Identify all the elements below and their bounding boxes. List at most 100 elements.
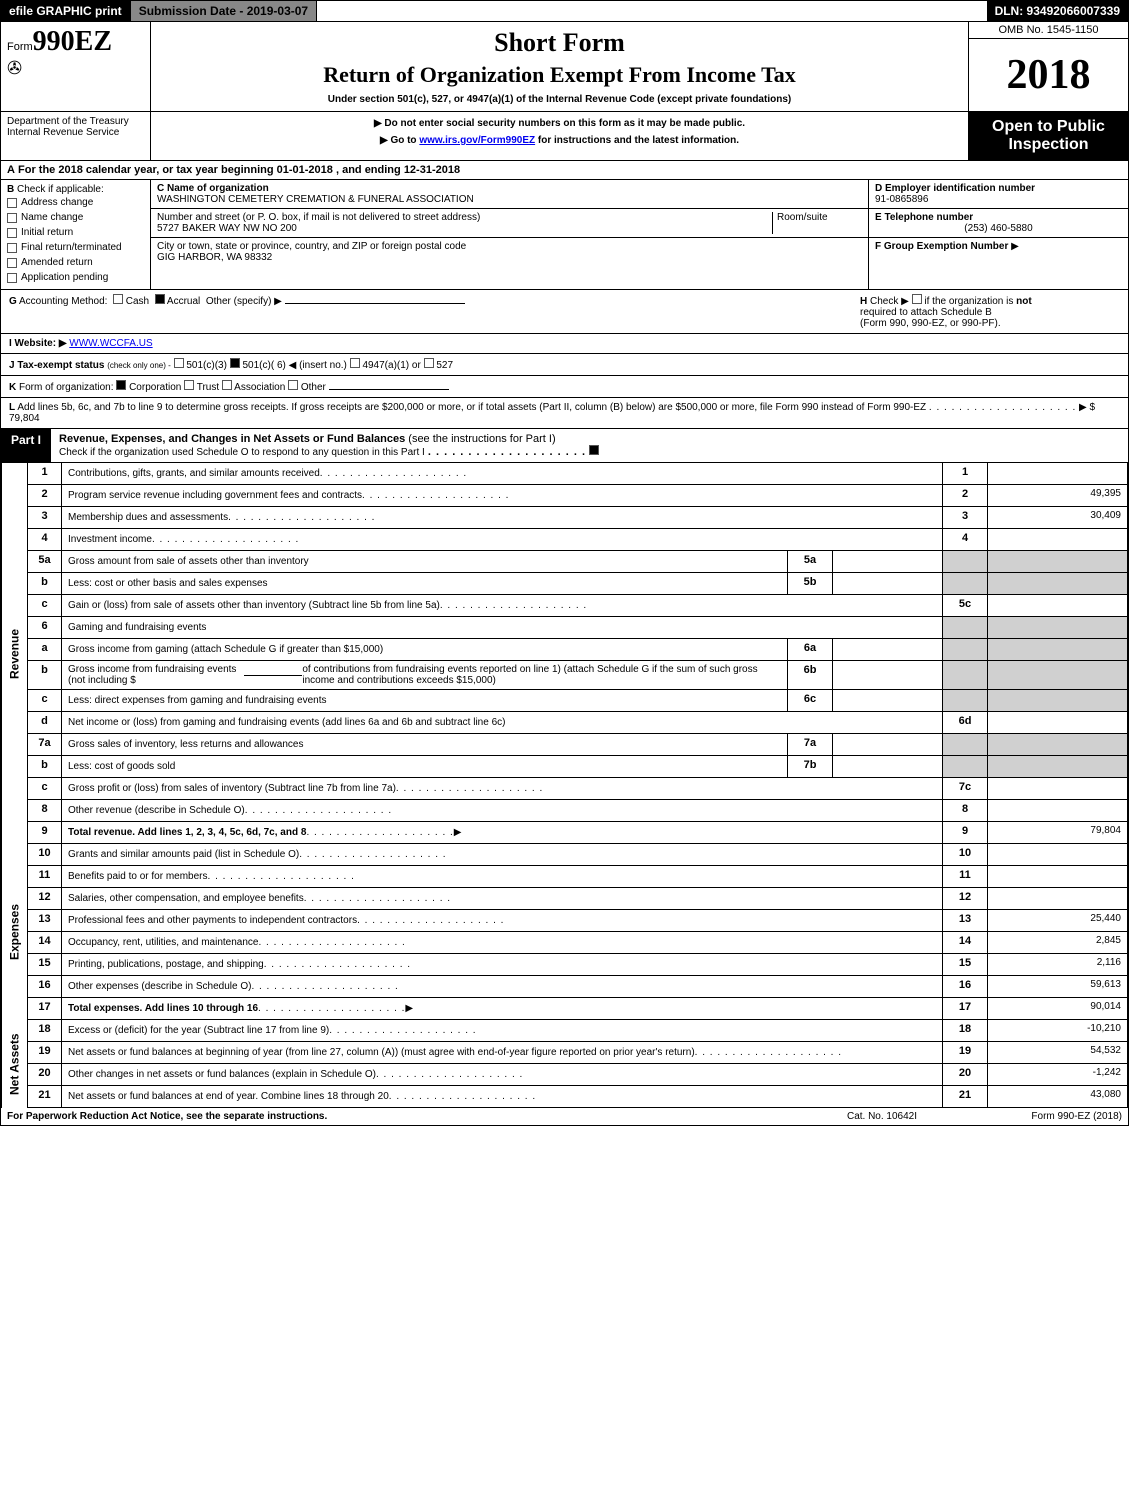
efile-print-button[interactable]: efile GRAPHIC print: [1, 1, 130, 21]
checkbox-icon[interactable]: [184, 380, 194, 390]
row-l-text: Add lines 5b, 6c, and 7b to line 9 to de…: [17, 402, 926, 413]
line-19: 19Net assets or fund balances at beginni…: [27, 1042, 1128, 1064]
line-16: 16Other expenses (describe in Schedule O…: [27, 976, 1128, 998]
box-d: D Employer identification number 91-0865…: [869, 180, 1128, 209]
revenue-section: Revenue 1Contributions, gifts, grants, a…: [0, 463, 1129, 844]
part1-label: Part I: [1, 429, 51, 462]
addr-label: Number and street (or P. O. box, if mail…: [157, 212, 772, 223]
row-h-not: not: [1016, 296, 1032, 307]
expenses-section: Expenses 10Grants and similar amounts pa…: [0, 844, 1129, 1020]
row-g-h: G Accounting Method: Cash Accrual Other …: [0, 290, 1129, 334]
omb-number: OMB No. 1545-1150: [969, 22, 1128, 39]
line-6: 6Gaming and fundraising events: [27, 617, 1128, 639]
row-h: H Check ▶ if the organization is not req…: [860, 294, 1120, 329]
row-h-text3: required to attach Schedule B: [860, 307, 992, 318]
checkbox-icon[interactable]: [222, 380, 232, 390]
form-header: Form990EZ ✇ Short Form Return of Organiz…: [0, 22, 1129, 112]
chk-name-change[interactable]: Name change: [7, 210, 144, 225]
checkbox-icon[interactable]: [174, 358, 184, 368]
line-5a: 5aGross amount from sale of assets other…: [27, 551, 1128, 573]
line-2: 2Program service revenue including gover…: [27, 485, 1128, 507]
part1-title: Revenue, Expenses, and Changes in Net As…: [59, 433, 405, 445]
checkbox-icon[interactable]: [350, 358, 360, 368]
box-b: B Check if applicable: Address change Na…: [1, 180, 151, 289]
org-name-cell: C Name of organization WASHINGTON CEMETE…: [151, 180, 868, 209]
line-10: 10Grants and similar amounts paid (list …: [27, 844, 1128, 866]
chk-amended-return[interactable]: Amended return: [7, 255, 144, 270]
box-f-label: F Group Exemption Number: [875, 241, 1008, 252]
open-public-line2: Inspection: [975, 136, 1122, 154]
line-19-amt: 54,532: [987, 1042, 1127, 1063]
instr2-post: for instructions and the latest informat…: [535, 135, 739, 146]
dept-treasury: Department of the Treasury Internal Reve…: [1, 112, 151, 160]
line-1: 1Contributions, gifts, grants, and simil…: [27, 463, 1128, 485]
row-k-text: Form of organization:: [19, 382, 114, 393]
treasury-seal-icon: ✇: [7, 58, 144, 79]
form-prefix: Form: [7, 41, 33, 53]
checkbox-icon[interactable]: [288, 380, 298, 390]
telephone: (253) 460-5880: [875, 223, 1122, 234]
dots: [428, 446, 586, 458]
chk-final-return[interactable]: Final return/terminated: [7, 240, 144, 255]
chk-application-pending[interactable]: Application pending: [7, 270, 144, 285]
row-l-arrow: ▶: [1079, 402, 1087, 413]
checkbox-icon: [7, 258, 17, 268]
under-section: Under section 501(c), 527, or 4947(a)(1)…: [157, 94, 962, 105]
dots: [929, 402, 1076, 413]
open-to-public: Open to Public Inspection: [968, 112, 1128, 160]
other-specify-input[interactable]: [285, 303, 465, 304]
other-org-input[interactable]: [329, 389, 449, 390]
row-a-mid: , and ending: [336, 164, 404, 176]
row-j: J Tax-exempt status (check only one) - 5…: [0, 354, 1129, 376]
box-e: E Telephone number (253) 460-5880: [869, 209, 1128, 238]
irs-link[interactable]: www.irs.gov/Form990EZ: [419, 135, 535, 146]
line-6a: aGross income from gaming (attach Schedu…: [27, 639, 1128, 661]
line-4-amt: [987, 529, 1127, 550]
checkbox-icon[interactable]: [230, 358, 240, 368]
accrual-option: Accrual: [167, 296, 200, 307]
part1-check-text: Check if the organization used Schedule …: [59, 447, 425, 458]
part1-title-box: Revenue, Expenses, and Changes in Net As…: [51, 429, 1128, 462]
radio-icon[interactable]: [155, 294, 165, 304]
checkbox-icon: [7, 213, 17, 223]
row-k-label: K: [9, 382, 16, 393]
line-8-amt: [987, 800, 1127, 821]
checkbox-icon[interactable]: [912, 294, 922, 304]
org-addr: 5727 BAKER WAY NW NO 200: [157, 223, 772, 234]
line-11: 11Benefits paid to or for members11: [27, 866, 1128, 888]
chk-initial-return[interactable]: Initial return: [7, 225, 144, 240]
part1-sub: (see the instructions for Part I): [408, 433, 555, 445]
part1-header: Part I Revenue, Expenses, and Changes in…: [0, 429, 1129, 463]
other-option: Other (specify) ▶: [206, 296, 282, 307]
radio-icon[interactable]: [113, 294, 123, 304]
ein: 91-0865896: [875, 194, 1122, 205]
website-link[interactable]: WWW.WCCFA.US: [69, 338, 152, 349]
checkbox-icon[interactable]: [424, 358, 434, 368]
dln: DLN: 93492066007339: [987, 1, 1128, 21]
line-20-amt: -1,242: [987, 1064, 1127, 1085]
line-17-amt: 90,014: [987, 998, 1127, 1019]
chk-address-change[interactable]: Address change: [7, 195, 144, 210]
line-9: 9Total revenue. Add lines 1, 2, 3, 4, 5c…: [27, 822, 1128, 844]
row-a-end: 12-31-2018: [404, 164, 460, 176]
line-15-amt: 2,116: [987, 954, 1127, 975]
box-b-label: B: [7, 184, 14, 195]
row-a-begin: 01-01-2018: [277, 164, 333, 176]
line-12-amt: [987, 888, 1127, 909]
line-13: 13Professional fees and other payments t…: [27, 910, 1128, 932]
line-15: 15Printing, publications, postage, and s…: [27, 954, 1128, 976]
row-h-text1: Check ▶: [870, 296, 909, 307]
checkbox-icon[interactable]: [589, 445, 599, 455]
line-1-amt: [987, 463, 1127, 484]
line-18: 18Excess or (deficit) for the year (Subt…: [27, 1020, 1128, 1042]
open-public-line1: Open to Public: [975, 118, 1122, 136]
box-c: C Name of organization WASHINGTON CEMETE…: [151, 180, 868, 289]
box-f: F Group Exemption Number ▶: [869, 238, 1128, 255]
checkbox-icon: [7, 198, 17, 208]
checkbox-icon[interactable]: [116, 380, 126, 390]
expenses-sidelabel: Expenses: [1, 844, 27, 1020]
city-label: City or town, state or province, country…: [157, 241, 862, 252]
row-l-label: L: [9, 402, 15, 413]
form-number-box: Form990EZ ✇: [1, 22, 151, 111]
fundraising-amount-input[interactable]: [244, 675, 303, 676]
